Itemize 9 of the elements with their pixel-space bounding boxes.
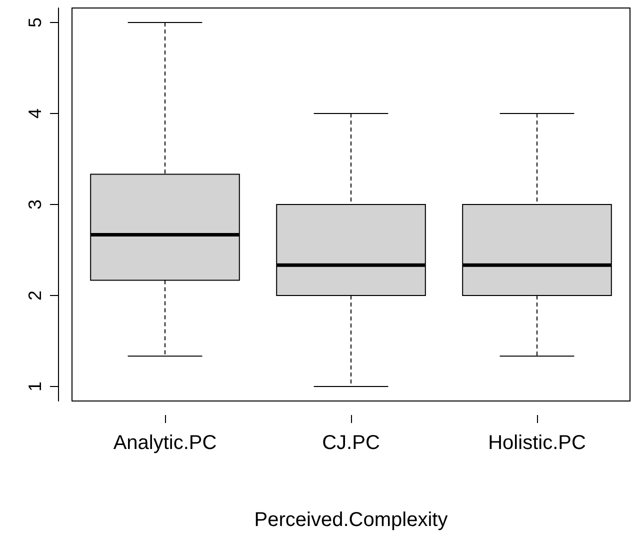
x-tick-label: Analytic.PC (113, 432, 217, 454)
x-tick-label: Holistic.PC (488, 432, 586, 454)
x-axis-title: Perceived.Complexity (254, 509, 448, 531)
y-tick-label: 3 (25, 199, 45, 210)
y-tick-label: 1 (25, 381, 45, 392)
x-tick-label: CJ.PC (322, 432, 380, 454)
y-tick-label: 2 (25, 290, 45, 300)
y-tick-label: 4 (25, 108, 45, 119)
y-tick-label: 5 (25, 18, 45, 28)
